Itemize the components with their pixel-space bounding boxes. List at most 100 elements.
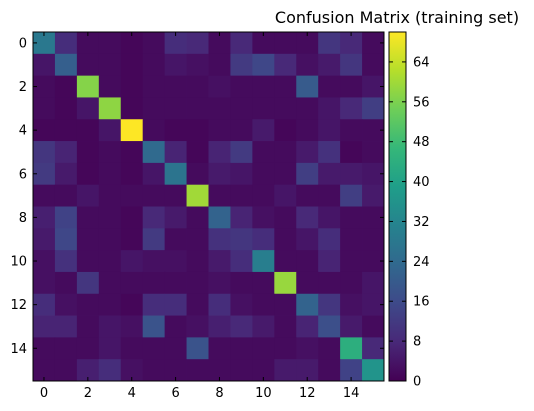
heatmap-cell-10-6 xyxy=(164,250,187,273)
heatmap-cell-0-12 xyxy=(296,32,319,55)
heatmap-cell-11-4 xyxy=(120,271,144,295)
heatmap-cell-3-1 xyxy=(54,97,78,120)
heatmap-cell-8-9 xyxy=(230,206,253,229)
heatmap-cell-3-0 xyxy=(33,97,56,120)
colorbar-ticks: 0 8 16 24 32 40 48 56 64 xyxy=(389,55,430,390)
colorbar-tick-label: 24 xyxy=(413,255,430,270)
heatmap-cell-9-10 xyxy=(252,228,275,251)
x-tick-label: 10 xyxy=(255,386,272,401)
heatmap-cell-4-1 xyxy=(54,119,78,142)
heatmap-cell-4-10 xyxy=(252,119,275,142)
heatmap-cell-7-10 xyxy=(252,184,275,207)
heatmap-cell-10-8 xyxy=(208,250,231,273)
heatmap-cell-10-13 xyxy=(318,250,341,273)
heatmap-cell-2-2 xyxy=(76,75,100,98)
heatmap-cell-9-2 xyxy=(76,228,100,251)
heatmap-cell-10-10 xyxy=(252,250,275,273)
heatmap-cell-6-11 xyxy=(274,162,297,186)
heatmap-cell-14-14 xyxy=(340,337,363,360)
heatmap-cell-6-15 xyxy=(362,162,385,186)
heatmap-cell-4-2 xyxy=(76,119,100,142)
heatmap-cell-13-10 xyxy=(252,315,275,338)
heatmap-cell-11-2 xyxy=(76,271,100,295)
colorbar-tick-label: 32 xyxy=(413,215,430,230)
heatmap-cell-9-9 xyxy=(230,228,253,251)
heatmap-cell-11-10 xyxy=(252,271,275,295)
heatmap-cell-12-9 xyxy=(230,293,253,316)
heatmap-cell-4-6 xyxy=(164,119,187,142)
colorbar xyxy=(388,31,407,382)
heatmap-cell-0-2 xyxy=(76,32,100,55)
heatmap-cell-8-6 xyxy=(164,206,187,229)
heatmap-cell-6-1 xyxy=(54,162,78,186)
heatmap-cell-2-3 xyxy=(98,75,122,98)
heatmap-cell-1-4 xyxy=(120,53,144,77)
heatmap-cell-0-6 xyxy=(164,32,187,55)
heatmap-cell-13-9 xyxy=(230,315,253,338)
heatmap-cell-2-9 xyxy=(230,75,253,98)
heatmap-cell-0-9 xyxy=(230,32,253,55)
heatmap-cell-7-4 xyxy=(120,184,144,207)
x-tick-label: 12 xyxy=(299,386,316,401)
heatmap-cell-10-1 xyxy=(54,250,78,273)
heatmap-cell-5-10 xyxy=(252,141,275,164)
heatmap-cell-10-9 xyxy=(230,250,253,273)
heatmap-cell-1-9 xyxy=(230,53,253,77)
heatmap-cell-14-1 xyxy=(54,337,78,360)
heatmap-cell-8-4 xyxy=(120,206,144,229)
heatmap-cell-8-15 xyxy=(362,206,385,229)
heatmap-cell-10-0 xyxy=(33,250,56,273)
y-tick-label: 10 xyxy=(10,255,27,270)
colorbar-tick-label: 8 xyxy=(413,335,421,350)
x-tick-label: 6 xyxy=(171,386,179,401)
heatmap-cell-11-9 xyxy=(230,271,253,295)
heatmap-cell-1-15 xyxy=(362,53,385,77)
heatmap-cell-7-12 xyxy=(296,184,319,207)
heatmap-cell-12-5 xyxy=(142,293,166,316)
heatmap-cell-12-2 xyxy=(76,293,100,316)
y-tick-label: 2 xyxy=(19,80,27,95)
heatmap-cell-4-12 xyxy=(296,119,319,142)
heatmap-cell-2-4 xyxy=(120,75,144,98)
heatmap-cell-11-8 xyxy=(208,271,231,295)
heatmap-cell-10-12 xyxy=(296,250,319,273)
heatmap-cell-12-8 xyxy=(208,293,231,316)
heatmap-cell-13-5 xyxy=(142,315,166,338)
heatmap-cell-1-8 xyxy=(208,53,231,77)
heatmap-cell-7-1 xyxy=(54,184,78,207)
heatmap-cell-5-12 xyxy=(296,141,319,164)
heatmap-cell-8-12 xyxy=(296,206,319,229)
heatmap-cell-6-8 xyxy=(208,162,231,186)
heatmap-cell-1-5 xyxy=(142,53,166,77)
heatmap-cell-9-11 xyxy=(274,228,297,251)
heatmap-cell-14-13 xyxy=(318,337,341,360)
heatmap-cell-13-8 xyxy=(208,315,231,338)
heatmap-cell-11-0 xyxy=(33,271,56,295)
heatmap-cell-15-8 xyxy=(208,359,231,382)
x-tick-label: 2 xyxy=(84,386,92,401)
heatmap-cell-7-14 xyxy=(340,184,363,207)
heatmap-cell-15-2 xyxy=(76,359,100,382)
heatmap-cell-13-2 xyxy=(76,315,100,338)
heatmap-cell-15-7 xyxy=(186,359,209,382)
heatmap-cell-9-0 xyxy=(33,228,56,251)
heatmap-cell-11-1 xyxy=(54,271,78,295)
heatmap-cell-0-14 xyxy=(340,32,363,55)
heatmap-cell-9-12 xyxy=(296,228,319,251)
heatmap-cell-11-6 xyxy=(164,271,187,295)
heatmap-cell-15-13 xyxy=(318,359,341,382)
heatmap-cell-12-11 xyxy=(274,293,297,316)
heatmap-cell-4-7 xyxy=(186,119,209,142)
heatmap-cell-11-11 xyxy=(274,271,297,295)
heatmap-cell-8-3 xyxy=(98,206,122,229)
heatmap-cell-0-11 xyxy=(274,32,297,55)
heatmap-cell-14-2 xyxy=(76,337,100,360)
heatmap-cell-14-10 xyxy=(252,337,275,360)
heatmap-cell-4-4 xyxy=(120,119,144,142)
heatmap-cell-8-8 xyxy=(208,206,231,229)
x-tick-label: 4 xyxy=(128,386,136,401)
heatmap-cell-0-13 xyxy=(318,32,341,55)
heatmap-cell-6-4 xyxy=(120,162,144,186)
colorbar-tick-label: 48 xyxy=(413,135,430,150)
heatmap-cell-5-9 xyxy=(230,141,253,164)
